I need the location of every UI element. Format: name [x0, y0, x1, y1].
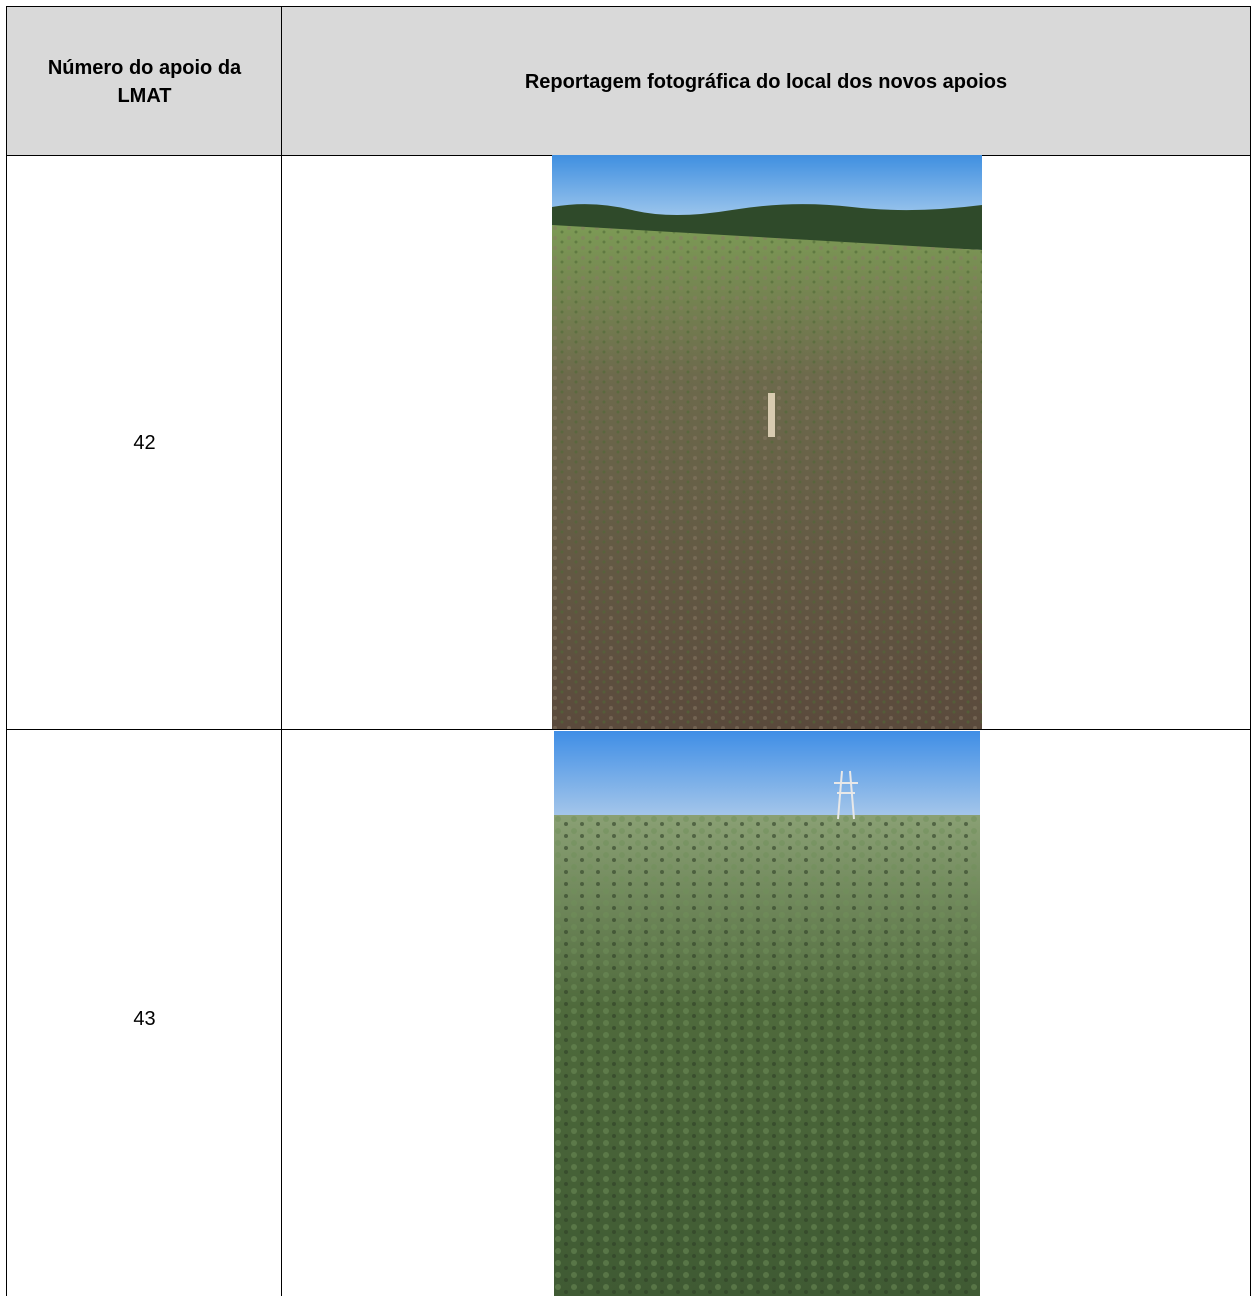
photo [552, 155, 982, 729]
header-cell: Reportagem fotográfica do local dos novo… [281, 6, 1251, 156]
table-cell: 43 [6, 729, 282, 1296]
support-number: 42 [133, 431, 156, 454]
header-text: Número do apoio da LMAT [47, 56, 242, 107]
table-cell: 42 [6, 155, 282, 730]
header-cell: Número do apoio da LMAT [6, 6, 282, 156]
photo [554, 731, 980, 1296]
header-text: Reportagem fotográfica do local dos novo… [524, 70, 1008, 93]
support-number: 43 [133, 1008, 156, 1030]
